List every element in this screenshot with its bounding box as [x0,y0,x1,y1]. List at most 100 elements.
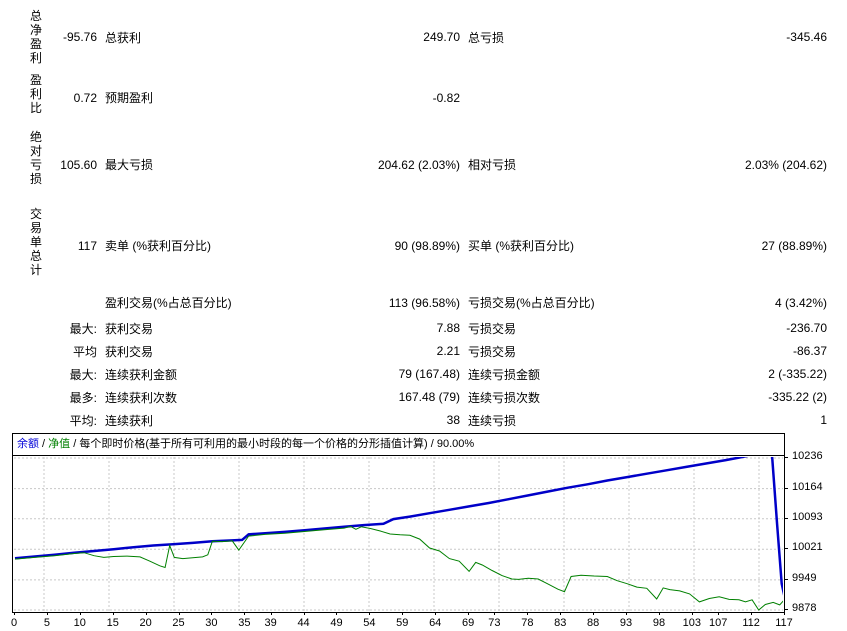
x-tick-mark [303,612,305,615]
report-value: 0.72 [73,90,97,105]
y-axis-label: 10093 [792,510,823,523]
x-axis-label: 107 [709,617,728,629]
x-axis-label: 30 [205,617,218,629]
report-row: 盈利交易(%占总百分比) 113 (96.58%) 亏损交易(%占总百分比) 4 (3… [55,289,827,317]
y-axis-label: 10021 [792,541,823,554]
report-value: 2.03% (204.62) [744,157,827,172]
y-axis-label: 10164 [792,480,823,493]
report-group: 绝对亏损 105.60 最大亏损 204.62 (2.03%) 相对亏损 2.03% (2… [0,126,847,203]
report-label: 亏损交易 [468,344,517,359]
legend-equity-label: 净值 [48,438,71,450]
report-value: 38 [446,413,460,427]
report-group: 总净盈利 -95.76 总获利 249.70 总亏损 -345.46 [0,5,847,69]
x-tick-mark [527,612,529,615]
report-group: 盈利交易(%占总百分比) 113 (96.58%) 亏损交易(%占总百分比) 4 (3… [0,288,847,432]
x-axis-label: 54 [363,617,376,629]
x-axis-label: 103 [682,617,702,629]
report-value: -236.70 [786,321,827,335]
y-tick-mark [784,609,788,610]
report-label: 亏损交易(%占总百分比) [468,296,595,310]
chart-plot-area [14,457,783,611]
x-tick-mark [14,612,15,615]
x-axis-label: 0 [10,617,18,629]
report-label: 连续亏损 [468,413,517,428]
x-axis-label: 39 [264,617,277,629]
report-label: 亏损交易 [468,321,517,336]
chart-legend: 余额 / 净值 / 每个即时价格(基于所有可利用的最小时段的每一个价格的分形插值… [13,434,784,456]
legend-quality-label: 90.00% [436,438,475,450]
legend-separator: / [70,438,80,450]
x-axis-label: 25 [172,617,185,629]
y-tick-mark [784,548,788,550]
y-axis-label: 9878 [792,602,817,614]
report-value: 27 (88.89%) [761,238,827,253]
legend-model-label: 每个即时价格(基于所有可利用的最小时段的每一个价格的分形插值计算) [79,438,428,450]
x-axis-label: 10 [73,617,86,629]
report-value: 117 [77,238,97,253]
report-label: 盈利交易(%占总百分比) [105,296,232,310]
report-value: 113 (96.58%) [388,295,460,310]
x-axis-label: 15 [106,617,119,629]
x-tick-mark [145,612,147,615]
report-value: 2.21 [436,344,460,358]
report-label: 预期盈利 [105,91,154,105]
equity-line [14,525,783,611]
report-value: -335.22 (2) [768,390,827,404]
x-axis-label: 5 [43,617,50,629]
report-value: 105.60 [60,157,97,172]
x-axis-label: 98 [652,617,666,629]
report-side-label: 盈利比 [30,73,43,115]
report-row: 0.72 预期盈利 -0.82 [55,86,827,109]
x-tick-mark [402,612,404,615]
report-row: 平均 获利交易 2.21 亏损交易 -86.37 [55,340,827,363]
balance-equity-chart: 余额 / 净值 / 每个即时价格(基于所有可利用的最小时段的每一个价格的分形插值… [0,433,847,631]
x-axis-label: 64 [429,617,442,629]
x-axis-label: 44 [297,617,310,629]
report-value: 最大: [69,321,97,336]
report-label: 总亏损 [468,30,505,45]
report-label: 连续获利 [105,413,154,428]
report-label: 连续获利金额 [105,367,178,382]
report-label: 卖单 (%获利百分比) [105,239,211,253]
x-tick-mark [112,612,114,615]
legend-separator: / [427,438,437,450]
x-axis-label: 59 [396,617,409,629]
report-value: 7.88 [436,321,460,335]
report-label: 买单 (%获利百分比) [468,239,574,253]
x-tick-mark [244,612,246,615]
report-group: 交易单总计 117 卖单 (%获利百分比) 90 (98.89%) 买单 (%获利百分比… [0,203,847,288]
report-label: 连续亏损金额 [468,367,541,382]
x-tick-mark [178,612,180,615]
x-tick-mark [658,612,660,615]
report-value: 249.70 [423,30,460,44]
x-tick-mark [626,612,628,615]
report-side-label: 交易单总计 [30,207,43,277]
x-axis-label: 49 [330,617,343,629]
x-axis-label: 83 [554,617,567,629]
report-side-label: 绝对亏损 [30,130,43,186]
x-axis-label: 112 [742,617,760,629]
report-value: 平均 [72,344,97,359]
report-label: 连续获利次数 [105,390,178,405]
report-label: 相对亏损 [468,158,517,172]
report-value: 平均: [69,413,97,428]
report-value: 90 (98.89%) [394,238,460,253]
y-tick-mark [784,578,788,580]
report-row: 最大: 获利交易 7.88 亏损交易 -236.70 [55,317,827,340]
report-value: 167.48 (79) [398,390,460,404]
report-value: -0.82 [432,90,460,105]
report-value: -86.37 [792,344,827,358]
legend-balance-label: 余额 [17,438,39,450]
report-value: 1 [820,413,827,427]
y-tick-mark [784,487,788,489]
x-tick-mark [468,612,470,615]
report-group: 盈利比 0.72 预期盈利 -0.82 [0,69,847,126]
chart-frame: 余额 / 净值 / 每个即时价格(基于所有可利用的最小时段的每一个价格的分形插值… [12,433,785,613]
x-tick-mark [560,612,562,615]
y-axis-label: 10236 [792,450,823,462]
x-axis-label: 35 [238,617,251,629]
y-tick-mark [784,457,788,458]
report-value: 2 (-335.22) [768,367,827,381]
report-row: -95.76 总获利 249.70 总亏损 -345.46 [55,26,827,49]
x-tick-mark [494,612,496,615]
